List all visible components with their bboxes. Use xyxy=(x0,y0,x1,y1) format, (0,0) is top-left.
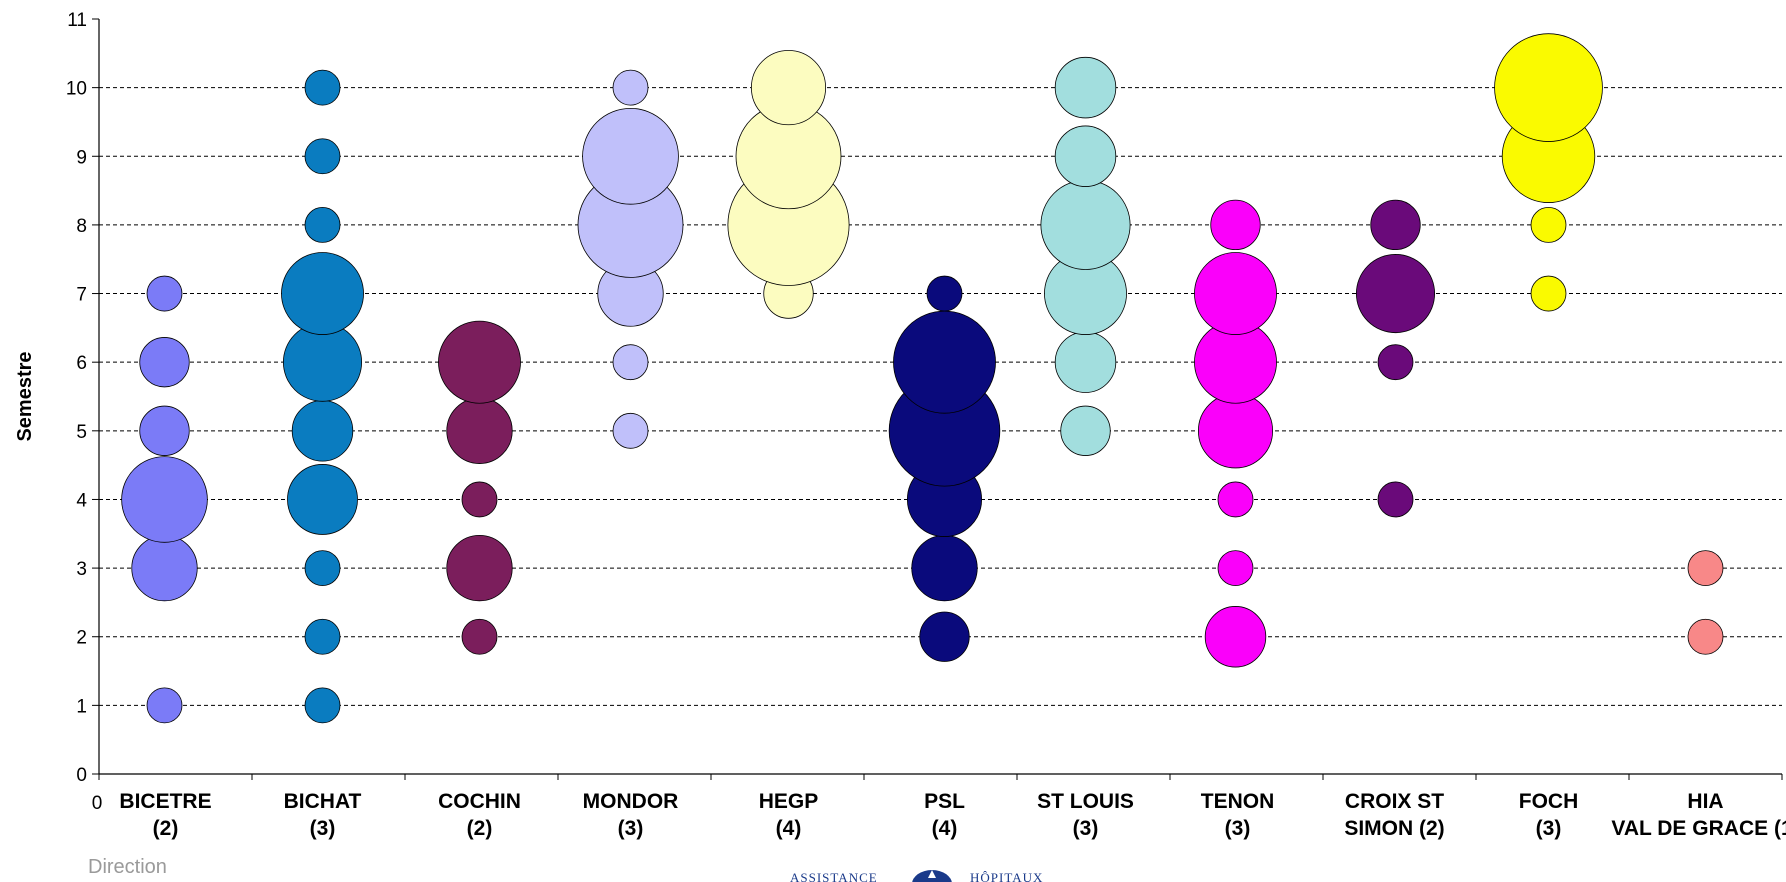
x-category-label: HIA xyxy=(1687,790,1723,813)
x-category-label: CROIX ST xyxy=(1345,790,1444,813)
x-category-label: HEGP xyxy=(759,790,819,813)
y-tick-label: 0 xyxy=(76,765,87,786)
bubble-point xyxy=(461,618,498,655)
x-category-label: BICHAT xyxy=(284,790,362,813)
x-origin-label: 0 xyxy=(92,793,103,814)
bubble-point xyxy=(1197,393,1274,469)
bubble-point xyxy=(1194,252,1277,335)
bubble-point xyxy=(304,138,341,175)
bubble-point xyxy=(1040,179,1131,270)
y-tick-label: 9 xyxy=(76,147,87,168)
bubble-point xyxy=(1530,275,1567,312)
x-category-label: MONDOR xyxy=(583,790,679,813)
x-category-label: TENON xyxy=(1201,790,1275,813)
bubble-point xyxy=(612,412,649,449)
logo-text-left: ASSISTANCE xyxy=(790,870,878,882)
bubble-point xyxy=(1217,481,1254,518)
x-category-label: FOCH xyxy=(1519,790,1579,813)
x-category-label: (2) xyxy=(467,817,493,840)
y-tick-label: 2 xyxy=(76,628,87,649)
bubble-point xyxy=(446,534,513,602)
bubble-point xyxy=(139,405,190,456)
bubble-point xyxy=(1370,199,1421,251)
bubble-point xyxy=(446,397,513,464)
bubble-point xyxy=(612,344,649,381)
x-category-label: (3) xyxy=(618,817,644,840)
bubble-point xyxy=(438,320,521,404)
bubble-point xyxy=(291,400,354,462)
logo-text-right: HÔPITAUX xyxy=(970,870,1044,882)
bubble-point xyxy=(1054,331,1117,393)
x-category-label: (3) xyxy=(1536,817,1562,840)
y-tick-label: 10 xyxy=(66,79,87,100)
bubble-point xyxy=(1054,125,1117,187)
bubble-point xyxy=(893,310,996,414)
x-category-label: (3) xyxy=(1225,817,1251,840)
bubble-point xyxy=(750,50,827,126)
x-category-label: (4) xyxy=(932,817,958,840)
x-category-label: (4) xyxy=(776,817,802,840)
bubble-point xyxy=(304,687,341,724)
bubble-point xyxy=(612,69,649,106)
bubble-point xyxy=(131,534,198,602)
y-tick-label: 4 xyxy=(76,490,87,511)
bubble-point xyxy=(582,107,679,205)
logo-mark-icon xyxy=(912,870,952,882)
bubble-point xyxy=(281,252,364,335)
bubble-point xyxy=(304,550,341,586)
x-category-label: (2) xyxy=(153,817,179,840)
x-category-label: COCHIN xyxy=(438,790,521,813)
x-category-label: ST LOUIS xyxy=(1037,790,1134,813)
bubble-point xyxy=(1377,481,1414,518)
bubble-point xyxy=(121,456,208,543)
x-category-label: (3) xyxy=(1073,817,1099,840)
y-tick-label: 3 xyxy=(76,559,87,580)
x-category-label: PSL xyxy=(924,790,965,813)
bubble-point xyxy=(926,275,963,312)
bubble-point xyxy=(1355,254,1436,334)
bubble-point xyxy=(287,464,358,535)
bubble-point xyxy=(1687,618,1724,655)
bubble-point xyxy=(304,207,341,243)
footer-direction-text: Direction xyxy=(88,856,167,878)
bubble-point xyxy=(1210,199,1261,251)
y-tick-label: 8 xyxy=(76,216,87,237)
bubble-point xyxy=(919,611,970,662)
bubble-point xyxy=(1530,207,1567,243)
bubble-point xyxy=(304,69,341,106)
y-tick-label: 6 xyxy=(76,353,87,374)
bubble-point xyxy=(1060,405,1111,456)
x-category-label: BICETRE xyxy=(119,790,211,813)
bubble-point xyxy=(1054,56,1117,119)
y-tick-label: 11 xyxy=(67,10,87,31)
bubble-point xyxy=(911,534,978,602)
x-category-label: VAL DE GRACE (1) xyxy=(1611,817,1786,840)
bubble-point xyxy=(1687,550,1724,586)
bubble-point xyxy=(1204,606,1267,668)
x-category-label: (3) xyxy=(310,817,336,840)
y-tick-label: 5 xyxy=(76,422,87,443)
y-axis-title: Semestre xyxy=(14,351,36,441)
x-category-label: SIMON (2) xyxy=(1344,817,1444,840)
bubble-point xyxy=(304,618,341,655)
bubble-point xyxy=(146,687,183,724)
aphp-logo: ASSISTANCE HÔPITAUX xyxy=(790,868,1090,882)
bubble-point xyxy=(1377,344,1414,381)
bubble-point xyxy=(1494,33,1603,142)
y-tick-label: 1 xyxy=(76,696,87,717)
bubble-point xyxy=(146,275,183,312)
bubble-point xyxy=(1217,550,1254,586)
bubble-point xyxy=(461,481,498,518)
bubble-point xyxy=(139,337,190,388)
y-tick-label: 7 xyxy=(76,285,87,306)
